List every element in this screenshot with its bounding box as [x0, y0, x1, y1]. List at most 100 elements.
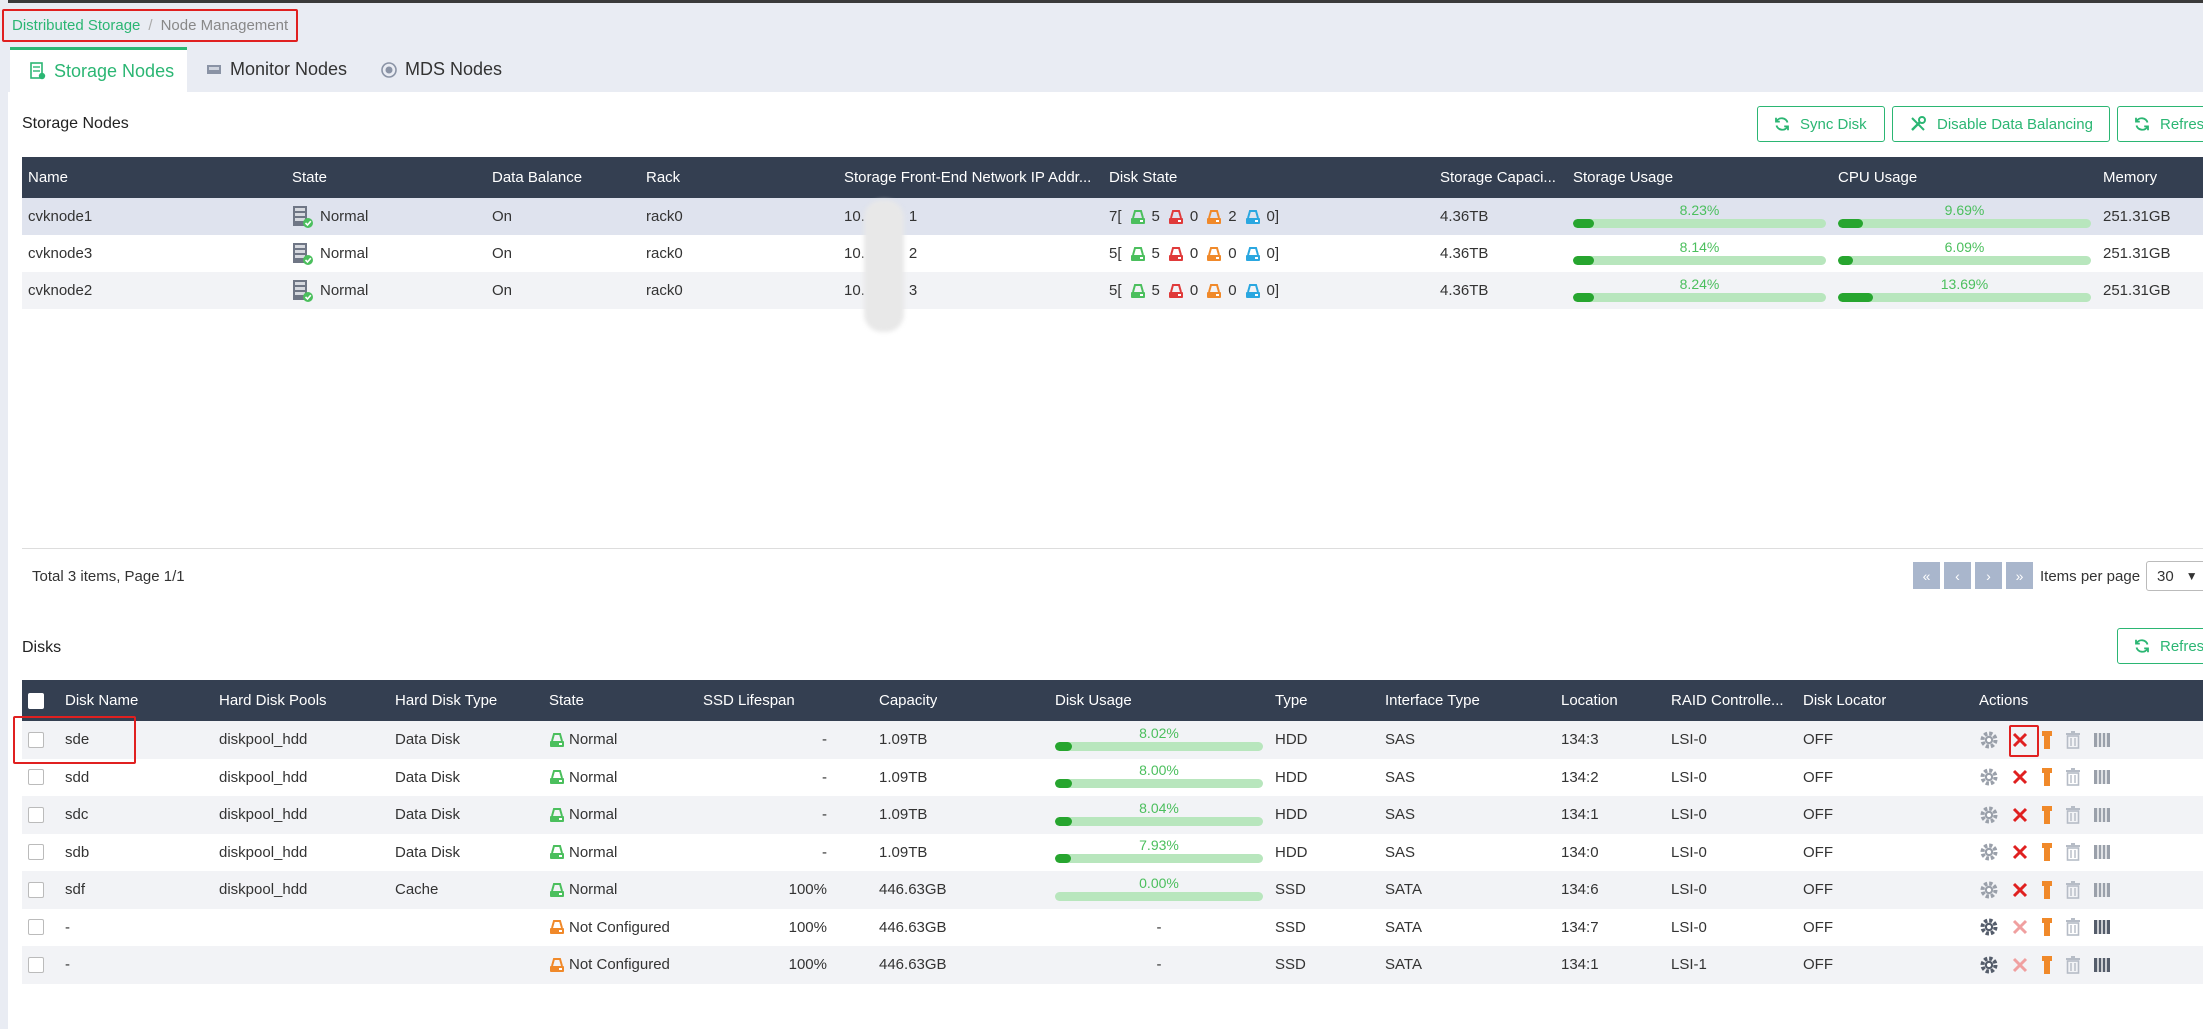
gear-icon[interactable]: [1979, 805, 1999, 825]
breadcrumb-root-link[interactable]: Distributed Storage: [12, 17, 141, 34]
sync-disk-button[interactable]: Sync Disk: [1757, 106, 1885, 142]
disk-row-checkbox[interactable]: [28, 919, 44, 936]
items-per-page-select[interactable]: 30 ▼: [2146, 561, 2203, 591]
disk-locator-icon[interactable]: [2093, 882, 2111, 898]
disk-locator-icon[interactable]: [2093, 844, 2111, 860]
disk-locator-icon[interactable]: [2093, 919, 2111, 935]
node-state-text: Normal: [320, 245, 369, 262]
next-page-button[interactable]: ›: [1975, 562, 2002, 589]
col-storage-capacity[interactable]: Storage Capaci...: [1440, 169, 1556, 186]
storage-table-row[interactable]: cvknode3 Normal On rack0 10. 2 5[5 0 0 0] 4.36TB 8.…: [22, 235, 2203, 272]
col-disk-usage[interactable]: Disk Usage: [1055, 692, 1132, 709]
trash-icon[interactable]: [2065, 843, 2081, 862]
col-hard-disk-type[interactable]: Hard Disk Type: [395, 692, 498, 709]
disk-location: 134:2: [1561, 768, 1599, 786]
disk-table-row[interactable]: - Not Configured 100% 446.63GB - SSD SATA 134:7…: [22, 909, 2203, 947]
trash-icon[interactable]: [2065, 955, 2081, 974]
col-disk-state[interactable]: Disk State: [1109, 169, 1178, 186]
prev-page-button[interactable]: ‹: [1944, 562, 1971, 589]
flashlight-locate-icon[interactable]: [2041, 917, 2053, 937]
delete-x-icon[interactable]: [2011, 768, 2029, 786]
flashlight-locate-icon[interactable]: [2041, 767, 2053, 787]
disk-locator-icon[interactable]: [2093, 957, 2111, 973]
flashlight-locate-icon[interactable]: [2041, 730, 2053, 750]
select-all-checkbox[interactable]: [28, 692, 44, 709]
disk-usage: 0.00%: [1055, 871, 1263, 909]
col-disk-state[interactable]: State: [549, 692, 585, 709]
disk-table-row[interactable]: sdf diskpool_hdd Cache Normal 100% 446.63GB 0.…: [22, 871, 2203, 909]
storage-pager-summary: Total 3 items, Page 1/1: [32, 568, 185, 585]
delete-x-icon[interactable]: [2011, 731, 2029, 749]
col-memory[interactable]: Memory: [2103, 169, 2158, 186]
disk-raid-controller: LSI-0: [1671, 881, 1707, 899]
flashlight-locate-icon[interactable]: [2041, 842, 2053, 862]
gear-icon[interactable]: [1979, 842, 1999, 862]
disk-table-row[interactable]: - Not Configured 100% 446.63GB - SSD SATA 134:1…: [22, 946, 2203, 984]
gear-icon[interactable]: [1979, 955, 1999, 975]
storage-refresh-button[interactable]: Refres: [2117, 106, 2203, 142]
disk-locator-icon[interactable]: [2093, 807, 2111, 823]
col-location[interactable]: Location: [1561, 692, 1618, 709]
disk-locator-icon[interactable]: [2093, 769, 2111, 785]
gear-icon[interactable]: [1979, 767, 1999, 787]
col-type[interactable]: Type: [1275, 692, 1308, 709]
disk-pool: diskpool_hdd: [219, 768, 308, 786]
delete-x-icon[interactable]: [2011, 956, 2029, 974]
gear-icon[interactable]: [1979, 917, 1999, 937]
disk-row-checkbox[interactable]: [28, 956, 44, 973]
col-raid-controller[interactable]: RAID Controlle...: [1671, 692, 1784, 709]
first-page-button[interactable]: «: [1913, 562, 1940, 589]
gear-icon[interactable]: [1979, 880, 1999, 900]
col-rack[interactable]: Rack: [646, 169, 681, 186]
delete-x-icon[interactable]: [2011, 881, 2029, 899]
col-ssd-lifespan[interactable]: SSD Lifespan: [703, 692, 795, 709]
col-interface-type[interactable]: Interface Type: [1385, 692, 1480, 709]
disk-name: sdc: [65, 806, 89, 824]
disk-locator-icon[interactable]: [2093, 732, 2111, 748]
tab-monitor-nodes[interactable]: Monitor Nodes: [206, 47, 347, 92]
trash-icon[interactable]: [2065, 768, 2081, 787]
storage-table-row[interactable]: cvknode1 Normal On rack0 10. 1 7[5 0 2 0] 4.36TB 8.…: [22, 198, 2203, 235]
node-state-text: Normal: [320, 208, 369, 225]
col-cpu-usage[interactable]: CPU Usage: [1838, 169, 1918, 186]
tab-storage-nodes[interactable]: Storage Nodes: [10, 47, 187, 92]
trash-icon[interactable]: [2065, 918, 2081, 937]
trash-icon[interactable]: [2065, 805, 2081, 824]
storage-usage-track: [1573, 255, 1826, 265]
disable-data-balancing-button[interactable]: Disable Data Balancing: [1892, 106, 2110, 142]
disk-table-row[interactable]: sdb diskpool_hdd Data Disk Normal - 1.09TB 7.9…: [22, 834, 2203, 872]
storage-table-row[interactable]: cvknode2 Normal On rack0 10. 3 5[5 0 0 0] 4.36TB 8.…: [22, 272, 2203, 309]
flashlight-locate-icon[interactable]: [2041, 805, 2053, 825]
col-disk-name[interactable]: Disk Name: [65, 692, 139, 709]
flashlight-locate-icon[interactable]: [2041, 955, 2053, 975]
col-hard-disk-pools[interactable]: Hard Disk Pools: [219, 692, 327, 709]
disk-row-checkbox[interactable]: [28, 844, 44, 861]
flashlight-locate-icon[interactable]: [2041, 880, 2053, 900]
last-page-button[interactable]: »: [2006, 562, 2033, 589]
col-data-balance[interactable]: Data Balance: [492, 169, 583, 186]
delete-x-icon[interactable]: [2011, 806, 2029, 824]
disk-actions: [1979, 909, 2123, 947]
delete-x-icon[interactable]: [2011, 843, 2029, 861]
disk-pool: diskpool_hdd: [219, 843, 308, 861]
gear-icon[interactable]: [1979, 730, 1999, 750]
node-memory: 251.31GB: [2103, 245, 2171, 262]
disk-row-checkbox[interactable]: [28, 881, 44, 898]
tab-mds-nodes[interactable]: MDS Nodes: [381, 47, 502, 92]
col-state[interactable]: State: [292, 169, 328, 186]
disk-row-checkbox[interactable]: [28, 769, 44, 786]
disks-refresh-button[interactable]: Refres: [2117, 628, 2203, 664]
trash-icon[interactable]: [2065, 880, 2081, 899]
trash-icon[interactable]: [2065, 730, 2081, 749]
disk-row-checkbox[interactable]: [28, 806, 44, 823]
disk-table-row[interactable]: sdd diskpool_hdd Data Disk Normal - 1.09TB 8.0…: [22, 759, 2203, 797]
col-capacity[interactable]: Capacity: [879, 692, 938, 709]
disk-table-row[interactable]: sde diskpool_hdd Data Disk Normal - 1.09TB 8.0…: [22, 721, 2203, 759]
col-disk-locator[interactable]: Disk Locator: [1803, 692, 1887, 709]
col-storage-usage[interactable]: Storage Usage: [1573, 169, 1674, 186]
disk-row-checkbox[interactable]: [28, 731, 44, 748]
delete-x-icon[interactable]: [2011, 918, 2029, 936]
disk-table-row[interactable]: sdc diskpool_hdd Data Disk Normal - 1.09TB 8.0…: [22, 796, 2203, 834]
col-ip[interactable]: Storage Front-End Network IP Addr...: [844, 169, 1092, 186]
col-name[interactable]: Name: [28, 169, 69, 186]
